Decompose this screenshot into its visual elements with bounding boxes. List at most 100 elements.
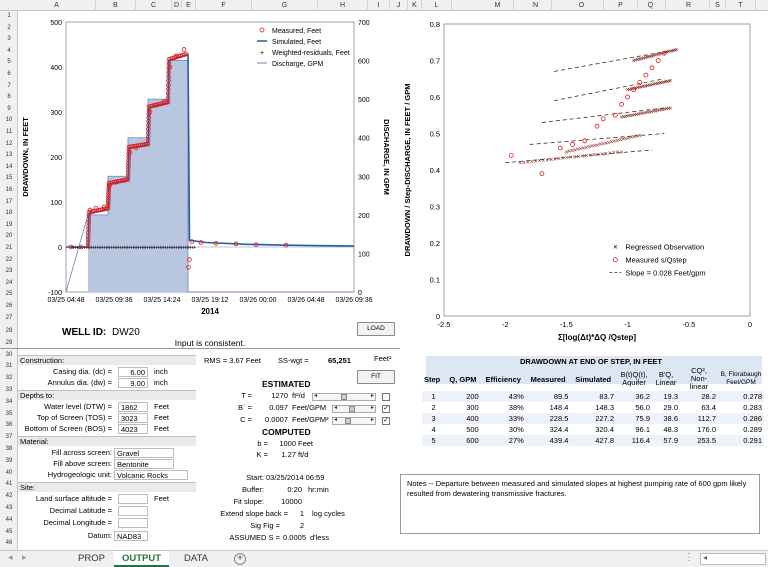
column-header-c[interactable]: C	[136, 0, 172, 11]
row-header[interactable]: 40	[5, 469, 13, 476]
datum-input[interactable]: NAD83	[114, 531, 148, 541]
load-button[interactable]: LOAD	[357, 322, 395, 336]
slider-left-icon[interactable]: ◂	[334, 405, 338, 411]
column-header-e[interactable]: E	[182, 0, 196, 11]
row-header[interactable]: 35	[5, 410, 13, 417]
row-header[interactable]: 29	[5, 339, 13, 346]
longitude-input[interactable]	[118, 518, 148, 528]
c-slider-thumb[interactable]	[345, 418, 351, 424]
column-header-m[interactable]: M	[482, 0, 514, 11]
row-header[interactable]: 25	[5, 291, 13, 298]
column-header-o[interactable]: O	[560, 0, 604, 11]
plus-icon[interactable]: +	[234, 553, 246, 565]
slider-right-icon[interactable]: ▸	[370, 417, 374, 423]
slider-right-icon[interactable]: ▸	[370, 405, 374, 411]
column-header-b[interactable]: B	[96, 0, 136, 11]
row-header[interactable]: 13	[5, 152, 13, 159]
row-header[interactable]: 23	[5, 268, 13, 275]
more-options-icon[interactable]: ⋮	[684, 552, 694, 563]
horizontal-scrollbar[interactable]: ◂	[700, 553, 766, 565]
column-header-q[interactable]: Q	[636, 0, 666, 11]
row-header[interactable]: 39	[5, 457, 13, 464]
row-header[interactable]: 11	[5, 129, 13, 135]
row-header[interactable]: 10	[5, 117, 13, 124]
row-header[interactable]: 14	[5, 163, 13, 170]
fit-button[interactable]: FIT	[357, 370, 395, 384]
row-header[interactable]: 30	[5, 351, 13, 358]
row-header[interactable]: 9	[7, 105, 11, 112]
row-header[interactable]: 3	[7, 36, 11, 43]
column-header-j[interactable]: J	[390, 0, 408, 11]
scroll-left-icon[interactable]: ◂	[703, 553, 708, 562]
t-slider[interactable]: ◂ ▸	[312, 393, 376, 401]
casing-input[interactable]: 6.00	[118, 367, 148, 377]
tab-output[interactable]: OUTPUT	[114, 551, 170, 567]
row-header[interactable]: 6	[7, 71, 11, 77]
row-header[interactable]: 43	[5, 505, 13, 511]
row-header[interactable]: 16	[5, 187, 13, 193]
row-header[interactable]: 38	[5, 446, 13, 452]
row-header[interactable]: 26	[5, 303, 13, 309]
tab-scroll-right-icon[interactable]: ▸	[22, 552, 27, 562]
column-header-i[interactable]: I	[368, 0, 390, 11]
column-header-f[interactable]: F	[196, 0, 252, 11]
row-header[interactable]: 19	[5, 221, 13, 228]
row-header[interactable]: 8	[7, 94, 11, 101]
row-header[interactable]: 45	[5, 528, 13, 535]
column-header-s[interactable]: S	[710, 0, 726, 11]
row-header[interactable]: 36	[5, 422, 13, 429]
row-header[interactable]: 7	[7, 82, 11, 89]
row-header[interactable]: 32	[5, 375, 13, 382]
row-header[interactable]: 4	[7, 47, 11, 54]
column-header-d[interactable]: D	[172, 0, 182, 11]
row-header[interactable]: 2	[7, 24, 11, 31]
buffer-value[interactable]: 0:20	[287, 485, 302, 494]
column-header-a[interactable]: A	[18, 0, 96, 11]
tab-data[interactable]: DATA	[184, 553, 208, 564]
hydro-unit-input[interactable]: Volcanic Rocks	[114, 470, 188, 480]
tab-prop[interactable]: PROP	[78, 553, 105, 564]
column-header-l[interactable]: L	[422, 0, 452, 11]
sig-fig-value[interactable]: 2	[299, 521, 304, 530]
fill-above-input[interactable]: Bentonite	[114, 459, 174, 469]
fill-across-input[interactable]: Gravel	[114, 448, 174, 458]
column-header-n[interactable]: N	[520, 0, 552, 11]
well-id-value[interactable]: DW20	[112, 327, 140, 338]
slider-right-icon[interactable]: ▸	[370, 393, 374, 399]
row-header[interactable]: 21	[5, 245, 13, 251]
slider-left-icon[interactable]: ◂	[314, 393, 318, 399]
row-header[interactable]: 28	[5, 328, 13, 334]
latitude-input[interactable]	[118, 506, 148, 516]
column-header-h[interactable]: H	[318, 0, 368, 11]
start-value[interactable]: 03/25/2014 06:59	[266, 473, 325, 482]
row-header[interactable]: 18	[5, 210, 13, 217]
row-header[interactable]: 34	[5, 398, 13, 405]
row-header[interactable]: 5	[7, 59, 11, 66]
tab-scroll-left-icon[interactable]: ◂	[8, 552, 13, 562]
b-slider[interactable]: ◂ ▸	[332, 405, 376, 413]
row-header[interactable]: 44	[5, 516, 13, 523]
fit-slope-value[interactable]: 10000	[281, 497, 302, 506]
column-header-k[interactable]: K	[408, 0, 422, 11]
row-header[interactable]: 42	[5, 493, 13, 500]
water-level-input[interactable]: 1862	[118, 402, 148, 412]
row-header[interactable]: 24	[5, 279, 13, 286]
column-header-g[interactable]: G	[252, 0, 318, 11]
altitude-input[interactable]	[118, 494, 148, 504]
row-header[interactable]: 17	[5, 198, 13, 205]
row-header[interactable]: 15	[5, 175, 13, 182]
b-slider-thumb[interactable]	[349, 406, 355, 412]
row-header[interactable]: 31	[5, 363, 13, 370]
top-screen-input[interactable]: 3023	[118, 413, 148, 423]
assumed-s-value[interactable]: 0.0005	[283, 533, 306, 542]
notes-box[interactable]: Notes -- Departure between measured and …	[400, 474, 760, 534]
row-header[interactable]: 46	[5, 540, 13, 547]
c-checkbox[interactable]: ✓	[382, 417, 390, 425]
row-header[interactable]: 22	[5, 256, 13, 263]
t-checkbox[interactable]	[382, 393, 390, 401]
slider-left-icon[interactable]: ◂	[334, 417, 338, 423]
b-checkbox[interactable]: ✓	[382, 405, 390, 413]
row-header[interactable]: 37	[5, 434, 13, 441]
row-header[interactable]: 41	[5, 481, 13, 488]
bottom-screen-input[interactable]: 4023	[118, 424, 148, 434]
